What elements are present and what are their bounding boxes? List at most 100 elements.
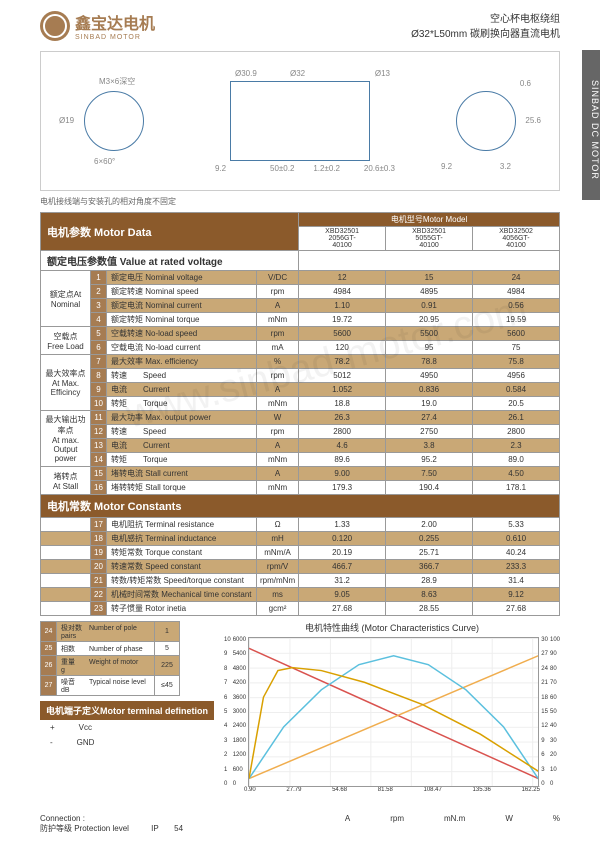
- axis-tick: 8: [224, 666, 231, 672]
- row-label: 转速 Speed: [107, 425, 257, 439]
- misc-table: 24极对数 Number of pole pairs125相数 Number o…: [40, 621, 180, 696]
- chart-plot: [248, 637, 539, 787]
- terminal-gnd: - GND: [40, 735, 214, 750]
- row-number: 14: [91, 453, 107, 467]
- row-value: 4984: [473, 285, 560, 299]
- axis-tick: 24: [541, 666, 548, 672]
- group-label: 最大效率点 At Max. Efficincy: [41, 355, 91, 411]
- data-row: 4额定转矩 Nominal torquemNm19.7220.9519.59: [41, 313, 560, 327]
- row-value: 25.71: [386, 546, 473, 560]
- const-row: 17电机阻抗 Terminal resistanceΩ1.332.005.33: [41, 518, 560, 532]
- row-value: 27.4: [386, 411, 473, 425]
- row-number: 6: [91, 341, 107, 355]
- model-cell: XBD32501 5055GT- 40100: [386, 227, 473, 251]
- axis-tick: 15: [541, 709, 548, 715]
- axis-tick: 2: [224, 752, 231, 758]
- row-label: 电机感抗 Terminal inductance: [107, 532, 257, 546]
- row-value: 4950: [386, 369, 473, 383]
- axis-tick: 6: [224, 695, 231, 701]
- data-row: 10转矩 TorquemNm18.819.020.5: [41, 397, 560, 411]
- axis-tick: 60: [550, 695, 560, 701]
- row-value: 20.95: [386, 313, 473, 327]
- axis-tick: 40: [550, 723, 560, 729]
- row-unit: rpm/mNm: [257, 574, 299, 588]
- row-value: 2750: [386, 425, 473, 439]
- row-value: 4895: [386, 285, 473, 299]
- side-tab: SINBAD DC MOTOR: [582, 50, 600, 200]
- axis-tick: 7: [224, 680, 231, 686]
- unit-label: rpm: [390, 814, 404, 834]
- axis-tick: 9: [541, 738, 548, 744]
- row-number: 27: [41, 676, 57, 696]
- row-unit: rpm: [257, 327, 299, 341]
- row-value: 0.91: [386, 299, 473, 313]
- data-row: 8转速 Speedrpm501249504956: [41, 369, 560, 383]
- axis-tick: 30: [541, 637, 548, 643]
- axis-tick: 90: [550, 651, 560, 657]
- row-value: 5500: [386, 327, 473, 341]
- header: 鑫宝达电机 SINBAD MOTOR 空心杯电枢绕组 Ø32*L50mm 碳刷换…: [0, 0, 600, 46]
- axis-tick: 27: [541, 651, 548, 657]
- axis-tick: 18: [541, 695, 548, 701]
- axis-tick: 1800: [233, 738, 246, 744]
- row-label: 机械时间常数 Mechanical time constant: [107, 588, 257, 602]
- const-row: 18电机感抗 Terminal inductancemH0.1200.2550.…: [41, 532, 560, 546]
- const-row: 19转矩常数 Torque constantmNm/A20.1925.7140.…: [41, 546, 560, 560]
- row-number: 24: [41, 622, 57, 642]
- row-label: 电流 Current: [107, 439, 257, 453]
- row-value: 3.8: [386, 439, 473, 453]
- row-value: 19.72: [299, 313, 386, 327]
- content: 电机参数 Motor Data 电机型号Motor Model XBD32501…: [40, 212, 560, 801]
- row-unit: ms: [257, 588, 299, 602]
- model-header: 电机型号Motor Model: [299, 213, 560, 227]
- axis-tick: 0: [233, 781, 246, 787]
- row-label: 额定转矩 Nominal torque: [107, 313, 257, 327]
- row-number: 22: [91, 588, 107, 602]
- row-value: ≤45: [155, 676, 180, 696]
- row-label: 转速 Speed: [107, 369, 257, 383]
- row-number: 15: [91, 467, 107, 481]
- row-label: 转速常数 Speed constant: [107, 560, 257, 574]
- row-value: 5600: [299, 327, 386, 341]
- logo-icon: [40, 11, 70, 41]
- misc-row: 25相数 Number of phase5: [41, 642, 180, 656]
- data-row: 16堵转转矩 Stall torquemNm179.3190.4178.1: [41, 481, 560, 495]
- row-value: 27.68: [473, 602, 560, 616]
- row-number: 12: [91, 425, 107, 439]
- data-row: 额定点At Nominal1额定电压 Nominal voltageV/DC12…: [41, 271, 560, 285]
- row-value: 2800: [299, 425, 386, 439]
- row-value: 89.0: [473, 453, 560, 467]
- row-value: 5600: [473, 327, 560, 341]
- diagram-note: 电机接线端与安装孔的相对角度不固定: [40, 196, 560, 207]
- row-label: 空载电流 No-load current: [107, 341, 257, 355]
- row-number: 9: [91, 383, 107, 397]
- motor-data-header: 电机参数 Motor Data: [41, 213, 299, 251]
- axis-tick: 20: [550, 752, 560, 758]
- header-line2: Ø32*L50mm 碳刷换向器直流电机: [411, 25, 560, 40]
- row-unit: A: [257, 439, 299, 453]
- row-value: 7.50: [386, 467, 473, 481]
- data-row: 13电流 CurrentA4.63.82.3: [41, 439, 560, 453]
- row-value: 233.3: [473, 560, 560, 574]
- header-title: 空心杯电枢绕组 Ø32*L50mm 碳刷换向器直流电机: [411, 10, 560, 41]
- rated-voltage-header: 额定电压参数值 Value at rated voltage: [41, 251, 299, 271]
- row-number: 13: [91, 439, 107, 453]
- group-label: 额定点At Nominal: [41, 271, 91, 327]
- terminal-vcc: + Vcc: [40, 720, 214, 735]
- row-value: 2.00: [386, 518, 473, 532]
- group-label: 空载点 Free Load: [41, 327, 91, 355]
- axis-tick: 2400: [233, 723, 246, 729]
- data-row: 最大输出功 率点 At max. Output power11最大功率 Max.…: [41, 411, 560, 425]
- row-value: 24: [473, 271, 560, 285]
- axis-tick: 3: [541, 767, 548, 773]
- motor-front-view: [456, 91, 516, 151]
- unit-label: W: [505, 814, 513, 834]
- row-value: 4.50: [473, 467, 560, 481]
- row-value: 1.10: [299, 299, 386, 313]
- row-number: 7: [91, 355, 107, 369]
- row-unit: A: [257, 299, 299, 313]
- row-label: 重量 Weight of motor g: [57, 656, 155, 676]
- axis-tick: 4: [224, 723, 231, 729]
- data-row: 2额定转速 Nominal speedrpm498448954984: [41, 285, 560, 299]
- row-value: 95.2: [386, 453, 473, 467]
